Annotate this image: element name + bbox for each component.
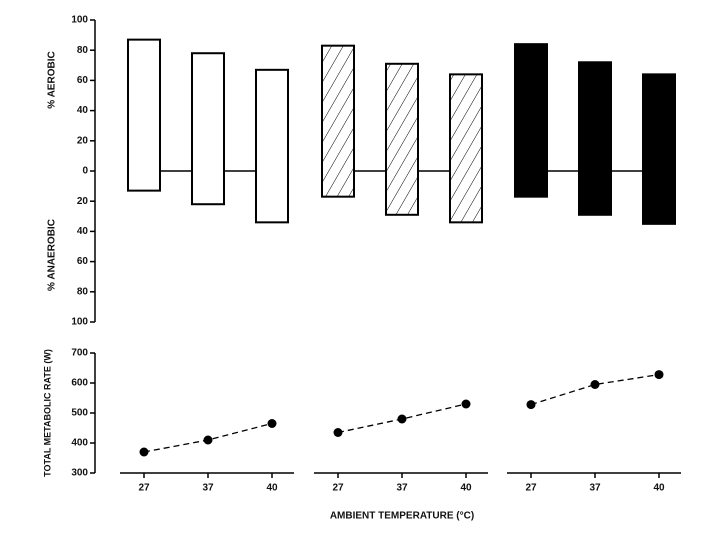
x-tick-label: 37 xyxy=(202,483,214,494)
y-tick-label: 20 xyxy=(77,135,89,146)
y-tick-label: 60 xyxy=(77,256,89,267)
bar xyxy=(127,38,161,192)
y-tick-label: 40 xyxy=(77,226,89,237)
point xyxy=(461,399,471,409)
y-tick-label: 100 xyxy=(71,15,88,26)
x-tick-label: 27 xyxy=(138,483,150,494)
bar xyxy=(578,61,612,216)
y-tick-label: 300 xyxy=(71,468,88,479)
bar xyxy=(321,44,355,198)
y-tick-label: 60 xyxy=(77,75,89,86)
x-tick-label: 37 xyxy=(589,483,601,494)
y-tick-label: 500 xyxy=(71,408,88,419)
point xyxy=(203,435,213,445)
x-tick-label: 40 xyxy=(653,483,665,494)
x-tick-label: 40 xyxy=(460,483,472,494)
y-tick-label: 80 xyxy=(77,45,89,56)
x-tick-label: 40 xyxy=(266,483,278,494)
y-tick-label: 700 xyxy=(71,348,88,359)
bar xyxy=(255,68,289,224)
x-tick-label: 27 xyxy=(525,483,537,494)
bar xyxy=(642,73,676,225)
point xyxy=(526,400,536,410)
bar xyxy=(191,52,225,206)
x-tick-label: 37 xyxy=(396,483,408,494)
point xyxy=(139,447,149,457)
point xyxy=(333,428,343,437)
line xyxy=(530,373,660,406)
point xyxy=(397,414,407,424)
y-tick-label: 100 xyxy=(71,317,88,328)
y-axis-title: TOTAL METABOLIC RATE (W) xyxy=(42,349,52,477)
y-tick-label: 80 xyxy=(77,286,89,297)
y-tick-label: 400 xyxy=(71,438,88,449)
x-axis-title: AMBIENT TEMPERATURE (°C) xyxy=(330,511,474,522)
x-tick-label: 27 xyxy=(332,483,344,494)
bar xyxy=(514,43,548,198)
point xyxy=(590,380,600,389)
y-axis-title: % AEROBIC xyxy=(47,51,58,108)
y-tick-label: 20 xyxy=(77,196,89,207)
bar xyxy=(449,73,483,224)
point xyxy=(267,419,277,428)
bar xyxy=(385,62,419,216)
y-tick-label: 600 xyxy=(71,378,88,389)
point xyxy=(654,370,664,380)
y-tick-label: 0 xyxy=(82,166,88,177)
y-axis-title: % ANAEROBIC xyxy=(47,219,58,291)
y-tick-label: 40 xyxy=(77,105,89,116)
